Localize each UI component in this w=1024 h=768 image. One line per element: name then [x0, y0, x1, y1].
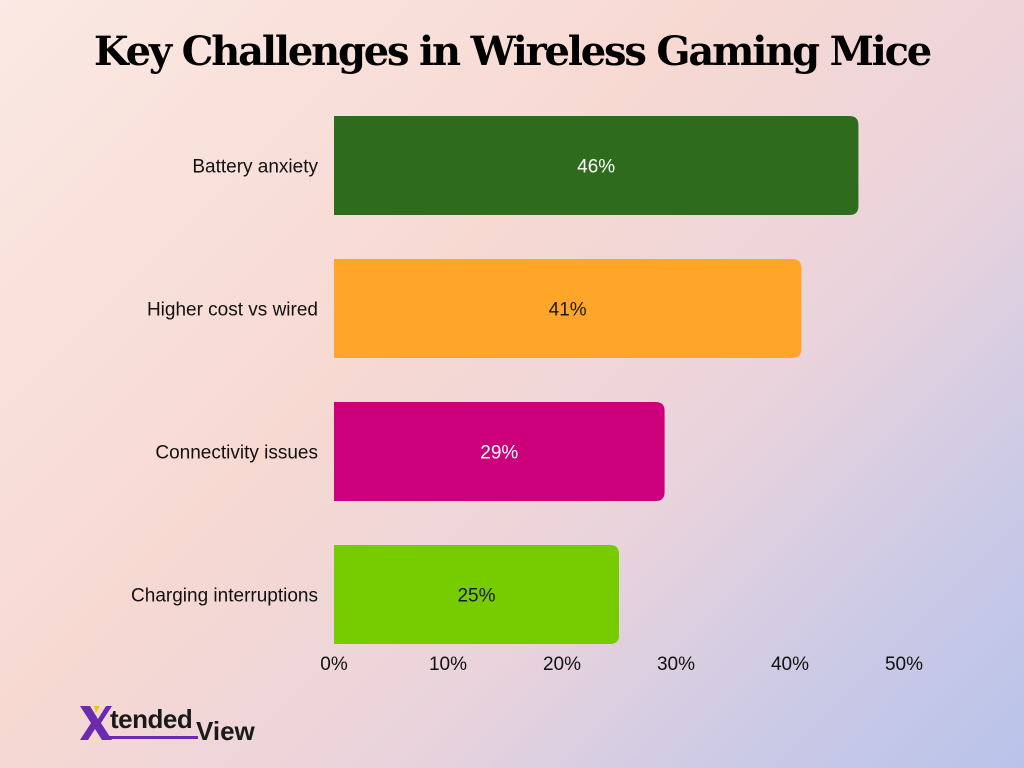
logo-text-view: View — [196, 716, 255, 746]
x-tick-label-5: 50% — [885, 654, 923, 675]
bar-value-label-1: 41% — [549, 300, 587, 321]
bar-3 — [334, 545, 619, 644]
category-label-1: Higher cost vs wired — [147, 300, 318, 321]
chart-title: Key Challenges in Wireless Gaming Mice — [93, 28, 932, 75]
category-label-2: Connectivity issues — [155, 443, 318, 464]
logo-text: tended — [110, 704, 193, 734]
bar-value-label-0: 46% — [577, 157, 615, 178]
logo-underline — [106, 736, 198, 739]
x-tick-label-2: 20% — [543, 654, 581, 675]
category-label-0: Battery anxiety — [192, 157, 318, 178]
bar-0 — [334, 116, 859, 215]
x-tick-label-4: 40% — [771, 654, 809, 675]
x-tick-label-1: 10% — [429, 654, 467, 675]
x-tick-label-0: 0% — [320, 654, 348, 675]
xtendedview-logo: tended View — [78, 702, 268, 746]
x-logo-mark — [80, 706, 112, 740]
bar-value-label-3: 25% — [457, 586, 495, 607]
category-label-3: Charging interruptions — [131, 586, 318, 607]
bar-value-label-2: 29% — [480, 443, 518, 464]
x-tick-label-3: 30% — [657, 654, 695, 675]
bar-1 — [334, 259, 802, 358]
bar-2 — [334, 402, 665, 501]
